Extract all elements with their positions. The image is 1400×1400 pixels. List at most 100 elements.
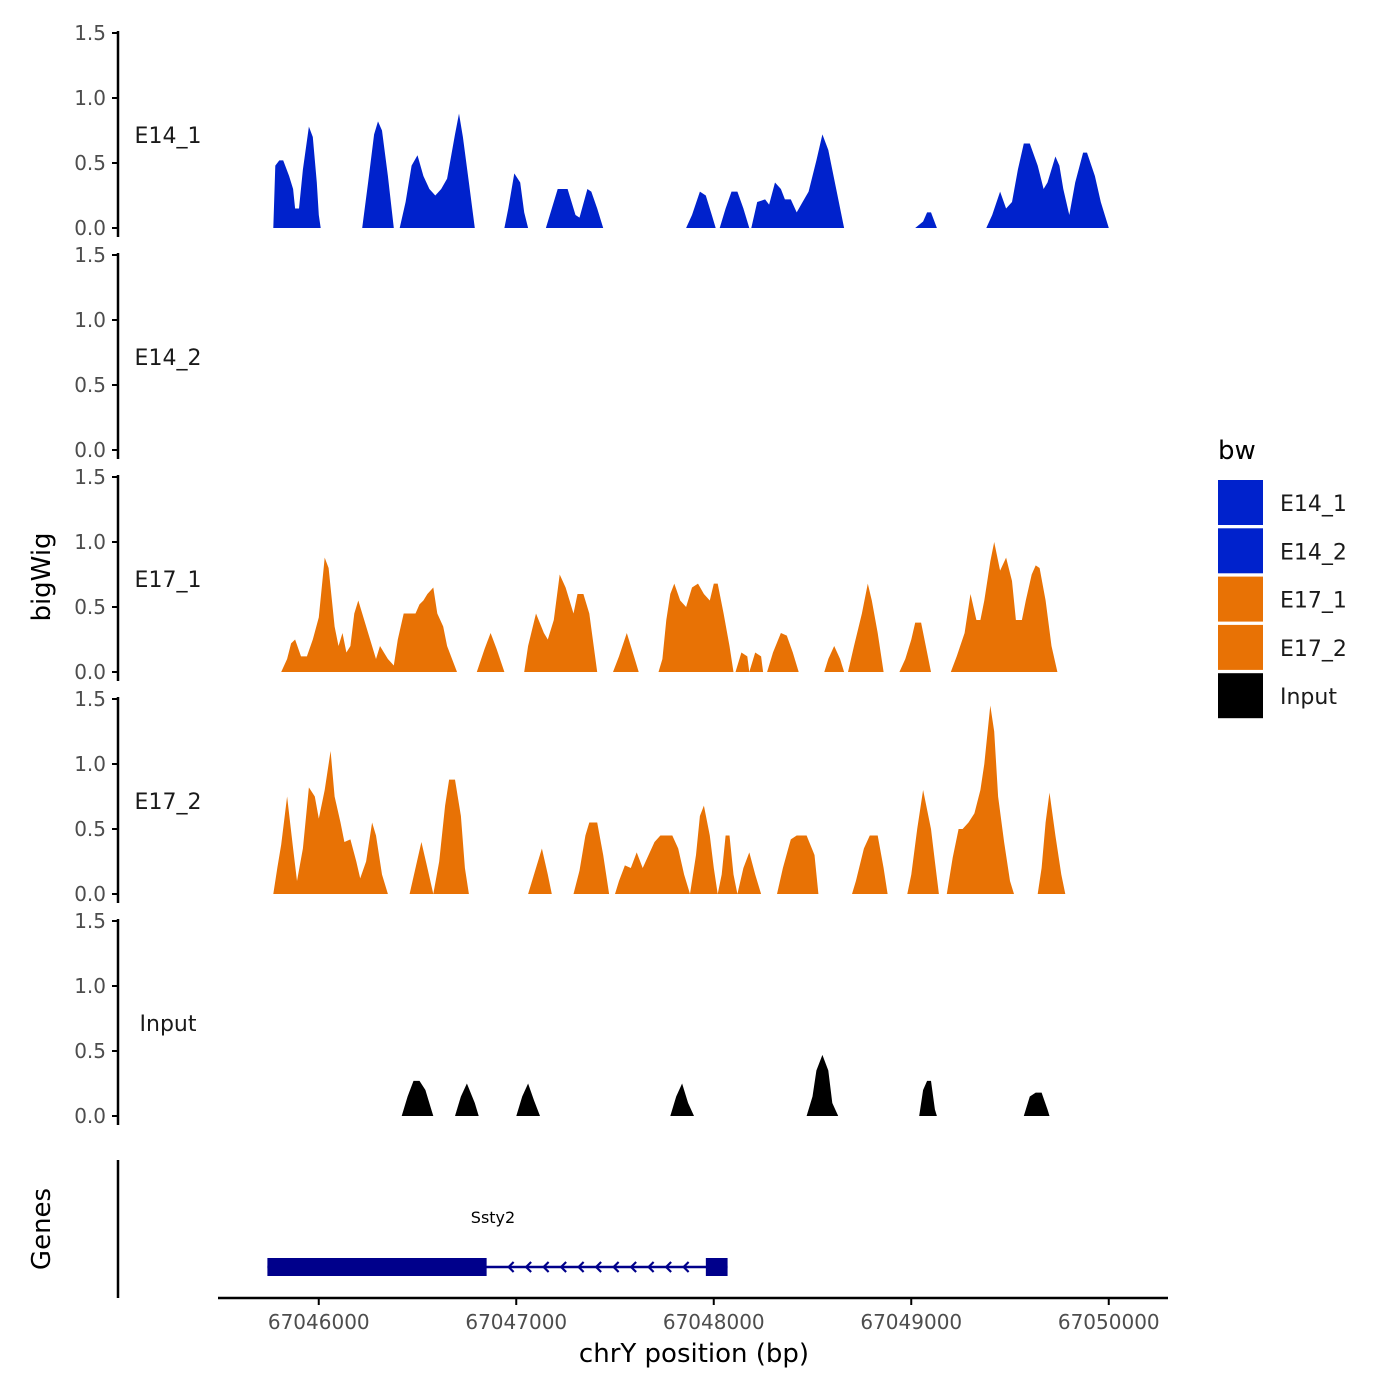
signal-area [409,842,434,894]
strand-arrow [524,1261,532,1273]
track-label: Input [140,1012,197,1037]
x-tick-label: 67047000 [465,1310,567,1334]
signal-area [516,1083,540,1116]
legend-item: E17_2 [1218,624,1347,670]
strand-arrow [682,1261,690,1273]
y-tick-label: 1.0 [74,308,106,332]
signal-area [504,173,529,228]
strand-arrow [664,1261,672,1273]
x-tick-label: 67050000 [1058,1310,1160,1334]
legend-label: E14_1 [1280,492,1347,517]
signal-area [767,633,799,672]
x-tick-label: 67046000 [268,1310,370,1334]
signal-area [670,1083,694,1116]
track-label: E17_2 [135,790,202,815]
signal-area [573,822,610,894]
gene-exon [705,1258,728,1276]
signal-area [719,191,750,228]
x-tick-label: 67048000 [663,1310,765,1334]
gene-panel-title: Genes [27,1188,57,1270]
signal-area [915,212,937,228]
signal-area [751,134,845,228]
legend-swatch [1218,624,1263,670]
signal-area [455,1083,479,1116]
signal-area [919,1080,937,1116]
signal-area [777,835,819,894]
strand-arrow [647,1261,655,1273]
signal-area [735,652,750,672]
y-tick-label: 1.0 [74,86,106,110]
y-tick-label: 0.5 [74,373,106,397]
x-axis: 67046000 67047000 67048000 67049000 67050000 [218,1296,1168,1334]
track-panel-e17-1: 0.0 0.5 1.0 1.5 E17_1 [74,465,1058,684]
track-label: E17_1 [135,568,202,593]
y-tick-label: 1.5 [74,909,106,933]
signal-area [401,1080,434,1116]
track-label: E14_1 [135,124,202,149]
track-panel-input: 0.0 0.5 1.0 1.5 Input [74,909,1050,1128]
legend-item: E14_2 [1218,528,1347,574]
signal-area [737,852,762,894]
y-tick-label: 1.5 [74,687,106,711]
signal-area [528,848,552,894]
signal-area [946,705,1014,894]
signal-area [433,779,469,894]
tracks-layer: 0.0 0.5 1.0 1.5 E14_1 0.0 0.5 1.0 1.5 E14_2 0.0 0.5… [74,21,1109,1128]
signal-area [717,835,738,894]
y-tick-label: 1.5 [74,21,106,45]
strand-arrow [594,1261,602,1273]
signal-area [273,126,321,228]
y-tick-label: 0.0 [74,660,106,684]
track-panel-e14-1: 0.0 0.5 1.0 1.5 E14_1 [74,21,1109,240]
y-tick-label: 1.0 [74,530,106,554]
signal-area [613,633,639,672]
legend-item: E14_1 [1218,480,1347,525]
strand-arrow [542,1261,550,1273]
x-axis-title: chrY position (bp) [579,1339,809,1369]
signal-area [615,835,690,894]
signal-area [899,622,931,672]
y-tick-label: 0.5 [74,595,106,619]
gene-model: Ssty2 [267,1208,728,1276]
track-panel-e17-2: 0.0 0.5 1.0 1.5 E17_2 [74,687,1066,906]
signal-area [1037,792,1066,894]
strand-arrow [577,1261,585,1273]
signal-area [824,646,845,672]
signal-area [986,143,1109,228]
legend-title: bw [1218,436,1256,466]
signal-area [362,121,394,228]
legend-item: E17_1 [1218,576,1347,622]
signal-area [1023,1092,1050,1116]
y-tick-label: 1.5 [74,243,106,267]
strand-arrow [559,1261,567,1273]
gene-exon [267,1258,487,1276]
strand-arrow [612,1261,620,1273]
legend-label: E17_2 [1280,637,1347,662]
legend-swatch [1218,480,1263,525]
legend-item: Input [1218,673,1337,719]
y-tick-label: 0.0 [74,1104,106,1128]
y-tick-label: 0.0 [74,882,106,906]
y-tick-label: 0.0 [74,438,106,462]
signal-area [907,790,939,894]
legend: bw E14_1 E14_2 E17_1 E17_2 Input [1218,436,1347,719]
track-panel-e14-2: 0.0 0.5 1.0 1.5 E14_2 [74,243,201,462]
signal-area [399,113,475,228]
signal-area [848,583,884,672]
legend-label: E14_2 [1280,540,1347,565]
legend-swatch [1218,673,1263,719]
y-tick-label: 0.5 [74,817,106,841]
signal-area [281,557,457,672]
gene-label: Ssty2 [471,1208,515,1227]
legend-label: E17_1 [1280,589,1347,614]
strand-arrow [629,1261,637,1273]
signal-area [806,1054,839,1116]
signal-area [658,583,734,672]
signal-area [273,751,388,894]
signal-area [524,574,598,672]
signal-area [852,835,888,894]
legend-swatch [1218,576,1263,622]
signal-area [690,805,718,894]
gene-panel: Ssty2 [116,1160,728,1298]
